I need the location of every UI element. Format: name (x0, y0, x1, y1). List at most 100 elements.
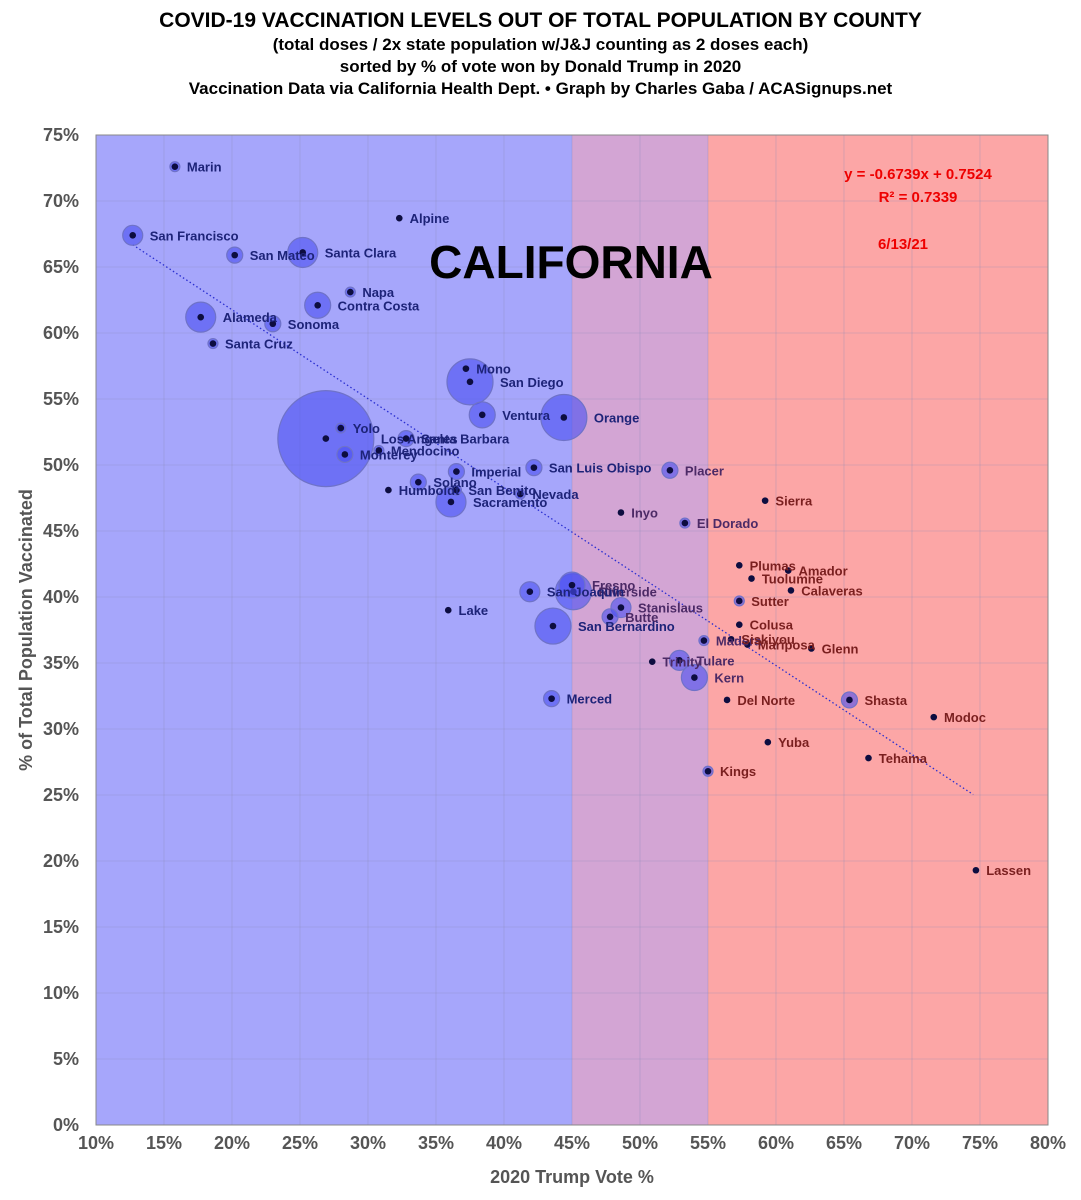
point-el-dorado (681, 519, 689, 527)
x-tick-label: 10% (78, 1133, 114, 1153)
label-sierra: Sierra (775, 494, 813, 509)
point-siskiyou (727, 635, 735, 643)
label-inyo: Inyo (631, 506, 658, 521)
label-calaveras: Calaveras (801, 583, 862, 598)
point-imperial (453, 468, 460, 475)
x-tick-label: 20% (214, 1133, 250, 1153)
label-kern: Kern (714, 671, 744, 686)
x-tick-label: 80% (1030, 1133, 1066, 1153)
point-merced (548, 695, 555, 702)
x-tick-label: 65% (826, 1133, 862, 1153)
y-tick-label: 15% (43, 917, 79, 937)
label-yolo: Yolo (353, 421, 380, 436)
y-tick-label: 45% (43, 521, 79, 541)
label-riverside: Riverside (598, 585, 657, 600)
point-inyo (617, 509, 625, 516)
x-tick-label: 30% (350, 1133, 386, 1153)
point-glenn (808, 645, 815, 652)
point-plumas (735, 562, 743, 569)
y-tick-label: 60% (43, 323, 79, 343)
point-ventura (478, 411, 486, 419)
point-orange (560, 414, 568, 421)
point-alpine (395, 214, 403, 222)
label-trinity: Trinity (663, 655, 703, 670)
label-monterey: Monterey (360, 447, 419, 462)
date-label: 6/13/21 (878, 236, 928, 253)
point-sutter (735, 597, 743, 605)
point-napa (347, 288, 354, 296)
point-yuba (764, 738, 772, 746)
point-san-luis-obispo (530, 464, 538, 471)
x-tick-label: 35% (418, 1133, 454, 1153)
point-monterey (341, 451, 349, 458)
label-kings: Kings (720, 764, 756, 779)
label-stanislaus: Stanislaus (638, 601, 703, 616)
point-tehama (865, 754, 872, 762)
label-tulare: Tulare (696, 653, 734, 668)
point-mono (462, 365, 470, 372)
x-tick-label: 40% (486, 1133, 522, 1153)
point-amador (784, 567, 792, 574)
plot-border (95, 134, 1049, 1126)
label-tehama: Tehama (879, 751, 928, 766)
point-contra-costa (314, 301, 321, 309)
y-tick-label: 40% (43, 587, 79, 607)
label-los-angeles: Los Angeles (381, 432, 458, 447)
label-madera: Madera (716, 634, 762, 649)
chart-title: COVID-19 VACCINATION LEVELS OUT OF TOTAL… (159, 9, 922, 32)
point-san-mateo (231, 251, 239, 259)
x-tick-label: 50% (622, 1133, 658, 1153)
y-tick-label: 25% (43, 785, 79, 805)
label-lassen: Lassen (986, 863, 1031, 878)
label-mariposa: Mariposa (758, 638, 816, 653)
label-alpine: Alpine (410, 211, 450, 226)
y-tick-label: 5% (53, 1049, 79, 1069)
point-fresno (568, 581, 576, 589)
y-tick-label: 20% (43, 851, 79, 871)
y-tick-label: 70% (43, 191, 79, 211)
x-axis-ticks: 10% 15% 20% 25% 30% 35% 40% 45% 50% 55% 60% 65% 70% 7… (78, 1133, 1066, 1153)
point-humboldt (385, 486, 392, 494)
x-axis-title: 2020 Trump Vote % (490, 1167, 654, 1187)
point-del-norte (723, 696, 731, 704)
point-placer (666, 466, 674, 474)
point-kern (691, 674, 698, 681)
label-butte: Butte (625, 610, 658, 625)
point-calaveras (787, 587, 795, 594)
point-san-diego (466, 378, 474, 386)
y-axis-ticks: 0% 5% 10% 15% 20% 25% 30% 35% 40% 45% 50% 55% 60% 65%… (43, 125, 79, 1135)
point-shasta (846, 696, 853, 704)
y-tick-label: 10% (43, 983, 79, 1003)
label-amador: Amador (799, 564, 848, 579)
point-marin (171, 163, 179, 170)
label-mono: Mono (476, 362, 511, 377)
point-san-francisco (129, 232, 137, 239)
point-san-bernardino (549, 622, 557, 630)
label-san-joaquin: San Joaquin (547, 585, 624, 600)
label-lake: Lake (459, 603, 489, 618)
label-contra-costa: Contra Costa (338, 298, 420, 313)
x-tick-label: 25% (282, 1133, 318, 1153)
label-san-mateo: San Mateo (250, 248, 315, 263)
x-tick-label: 55% (690, 1133, 726, 1153)
label-orange: Orange (594, 410, 640, 425)
label-del-norte: Del Norte (737, 693, 795, 708)
point-trinity (648, 658, 656, 665)
point-nevada (517, 490, 524, 498)
label-colusa: Colusa (750, 618, 794, 633)
label-santa-cruz: Santa Cruz (225, 337, 293, 352)
point-sierra (761, 497, 769, 504)
label-mendocino: Mendocino (391, 443, 460, 458)
label-tuolumne: Tuolumne (762, 572, 823, 587)
label-sutter: Sutter (751, 594, 789, 609)
vote-band-0 (96, 135, 572, 1125)
label-santa-clara: Santa Clara (325, 245, 397, 260)
point-stanislaus (617, 604, 625, 611)
trendline-equation: y = -0.6739x + 0.7524 (844, 166, 992, 183)
label-marin: Marin (187, 160, 222, 175)
chart-subtitle-1: (total doses / 2x state population w/J&J… (272, 35, 809, 54)
county-labels: Marin San Francisco Alpine San Mateo Santa C… (150, 160, 1031, 879)
label-imperial: Imperial (471, 465, 521, 480)
point-los-angeles (322, 435, 330, 442)
